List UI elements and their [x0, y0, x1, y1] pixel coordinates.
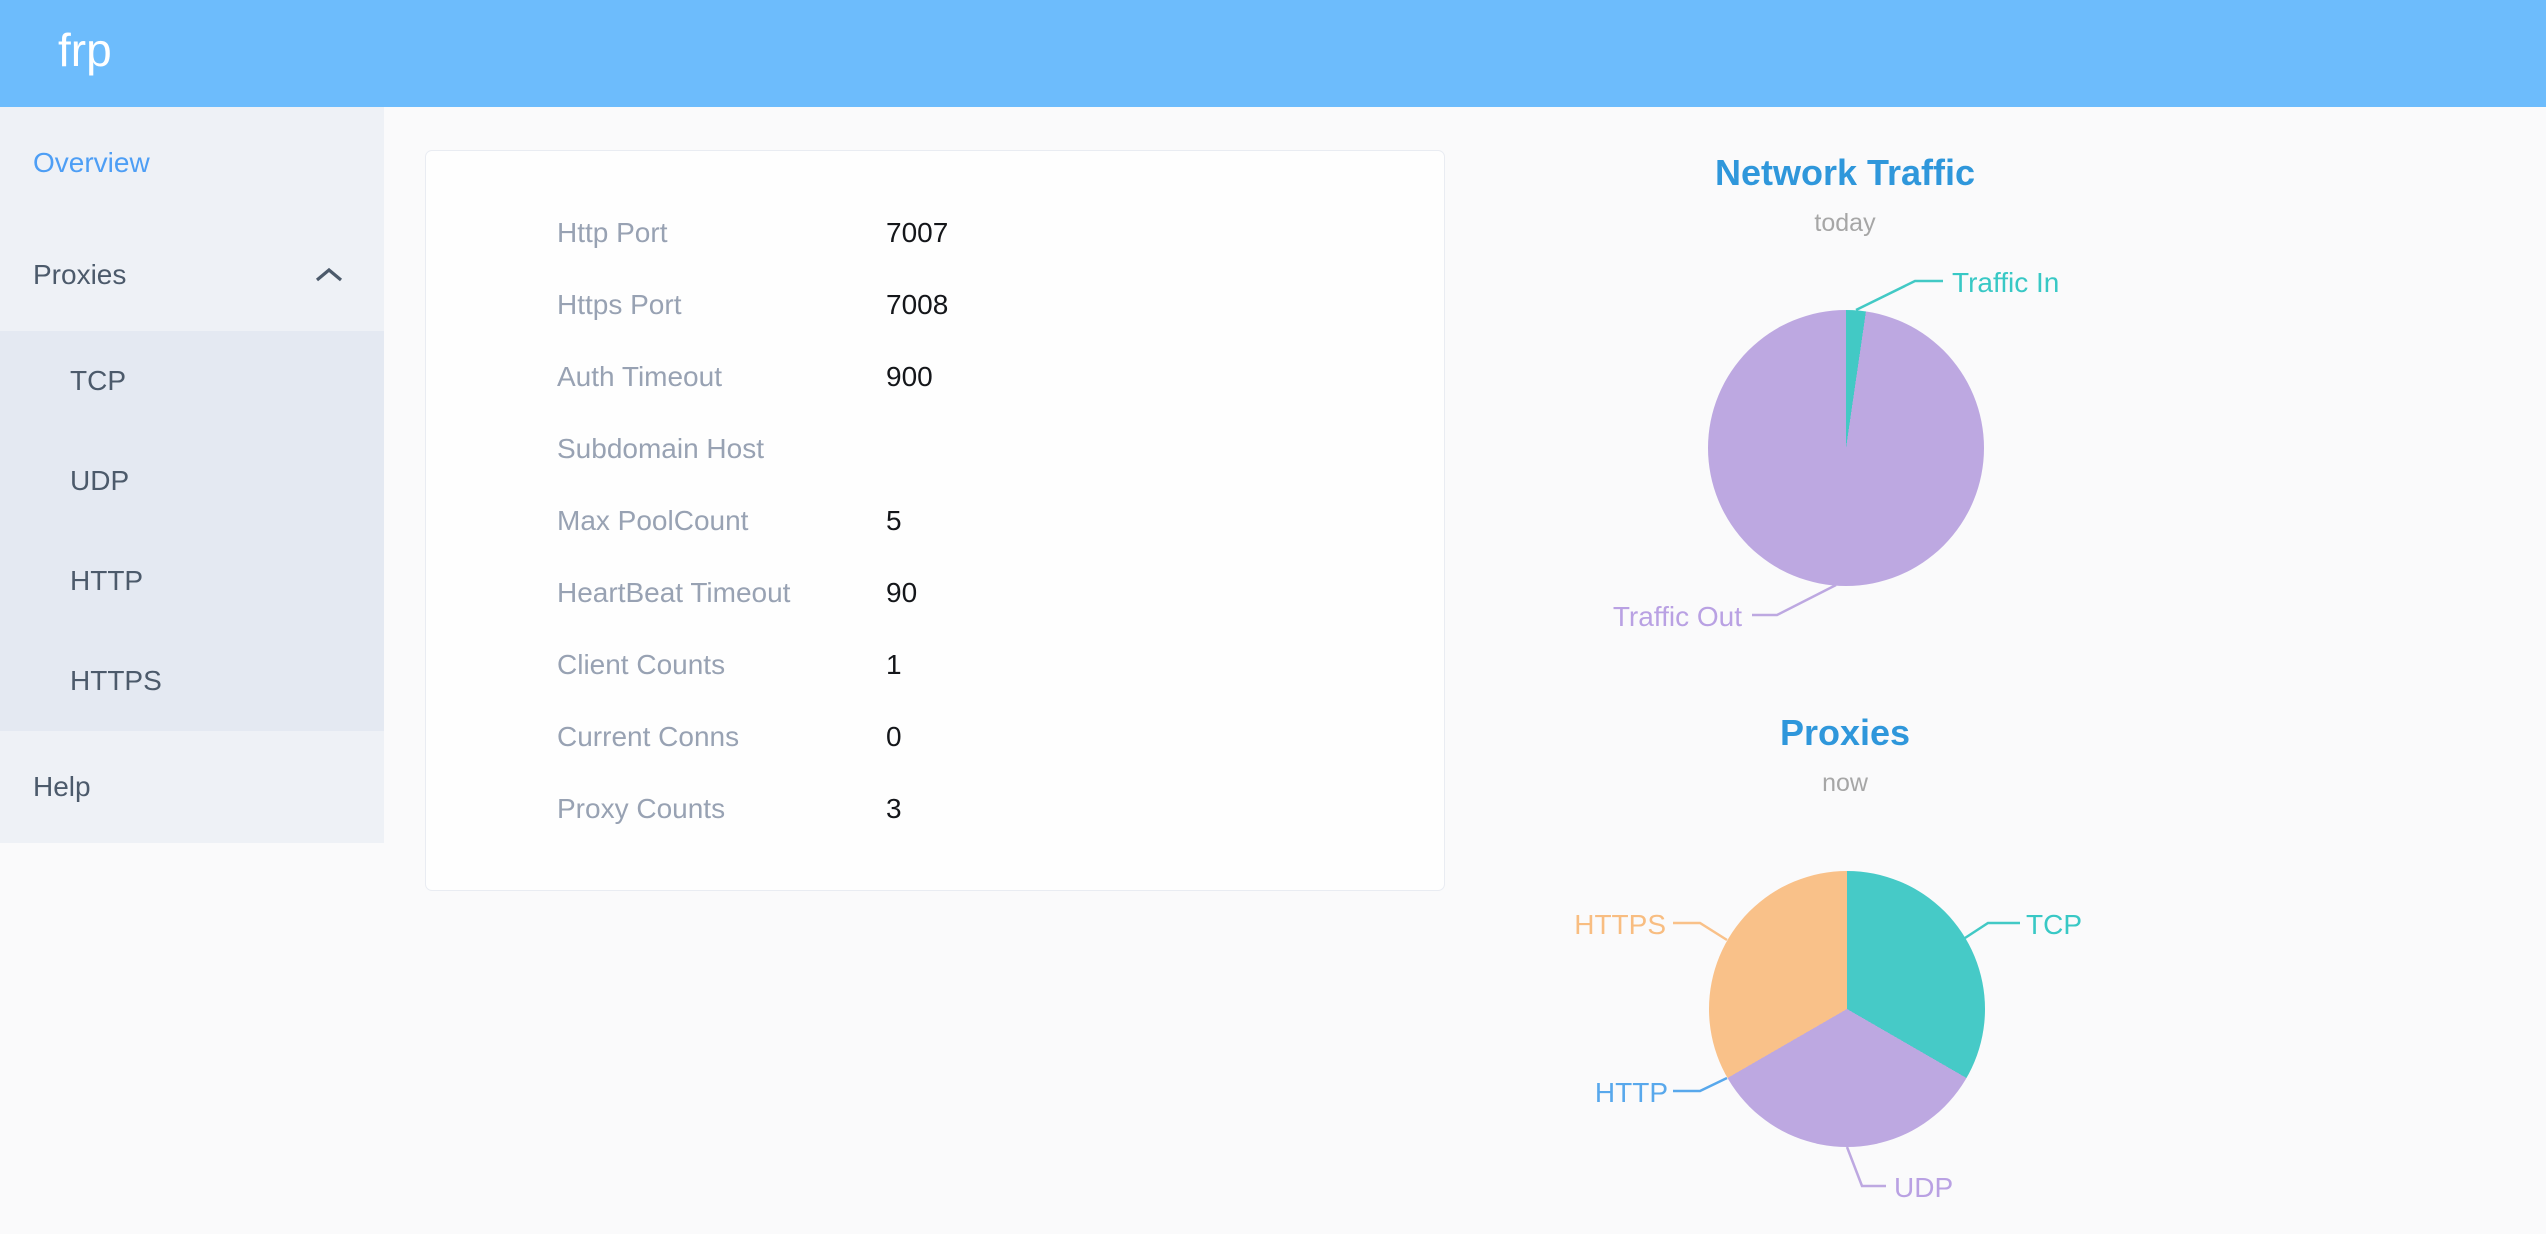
info-row-https-port: Https Port 7008: [426, 269, 1444, 341]
proxies-pie[interactable]: [1709, 871, 1985, 1147]
slice-label-udp: UDP: [1894, 1172, 1954, 1203]
chart-subtitle: today: [1814, 209, 1876, 237]
info-row-http-port: Http Port 7007: [426, 197, 1444, 269]
info-label: Proxy Counts: [557, 793, 726, 824]
sidebar-item-overview[interactable]: Overview: [0, 107, 384, 219]
sidebar-item-label: UDP: [70, 465, 130, 496]
server-info-card: Http Port 7007 Https Port 7008 Auth Time…: [425, 150, 1445, 891]
slice-label-http: HTTP: [1594, 1077, 1668, 1108]
sidebar-item-label: TCP: [70, 365, 126, 396]
sidebar-bottom-menu: Help: [0, 731, 384, 843]
slice-label-traffic-in: Traffic In: [1952, 267, 2060, 298]
chart-title: Network Traffic: [1714, 152, 1976, 193]
info-row-proxy-counts: Proxy Counts 3: [426, 773, 1444, 845]
sidebar-item-label: Proxies: [33, 259, 127, 290]
info-label: Https Port: [557, 289, 682, 320]
chevron-up-icon: [314, 266, 344, 284]
sidebar-item-udp[interactable]: UDP: [0, 431, 384, 531]
info-value: 1: [886, 649, 902, 680]
info-value: 7008: [886, 289, 949, 320]
sidebar-item-https[interactable]: HTTPS: [0, 631, 384, 731]
http-leader-line: [1673, 1076, 1728, 1093]
sidebar-item-label: HTTPS: [70, 665, 162, 696]
info-row-max-poolcount: Max PoolCount 5: [426, 485, 1444, 557]
sidebar: Overview Proxies TCP UDP HTTP HTTPS: [0, 107, 384, 843]
info-value: 0: [886, 721, 902, 752]
sidebar-item-http[interactable]: HTTP: [0, 531, 384, 631]
network-traffic-chart: Network Traffic today Traffic In Traffic…: [1495, 140, 2195, 680]
sidebar-item-label: Help: [33, 771, 91, 802]
tcp-leader-line: [1964, 921, 2020, 940]
info-row-auth-timeout: Auth Timeout 900: [426, 341, 1444, 413]
slice-label-https: HTTPS: [1574, 909, 1666, 940]
info-value: 900: [886, 361, 933, 392]
info-label: Current Conns: [557, 721, 740, 752]
info-value: 7007: [886, 217, 949, 248]
udp-leader-line: [1845, 1146, 1886, 1188]
info-label: HeartBeat Timeout: [557, 577, 791, 608]
sidebar-item-label: Overview: [33, 147, 150, 178]
info-value: 3: [886, 793, 902, 824]
proxies-chart: Proxies now TCP HTTPS HTTP UDP: [1495, 700, 2195, 1234]
sidebar-item-label: HTTP: [70, 565, 144, 596]
sidebar-item-proxies[interactable]: Proxies: [0, 219, 384, 331]
slice-label-tcp: TCP: [2026, 909, 2082, 940]
info-row-subdomain-host: Subdomain Host: [426, 413, 1444, 485]
main-content: Http Port 7007 Https Port 7008 Auth Time…: [384, 107, 2546, 1234]
slice-label-traffic-out: Traffic Out: [1612, 601, 1742, 632]
info-label: Max PoolCount: [557, 505, 749, 536]
info-label: Auth Timeout: [557, 361, 722, 392]
sidebar-item-tcp[interactable]: TCP: [0, 331, 384, 431]
sidebar-item-help[interactable]: Help: [0, 731, 384, 843]
app-logo: frp: [58, 24, 112, 76]
traffic-pie[interactable]: [1708, 310, 1984, 586]
info-value: 5: [886, 505, 902, 536]
traffic-out-leader-line: [1752, 583, 1837, 617]
info-row-heartbeat-timeout: HeartBeat Timeout 90: [426, 557, 1444, 629]
traffic-in-leader-line: [1855, 279, 1943, 312]
app-header: frp: [0, 0, 2546, 107]
info-row-current-conns: Current Conns 0: [426, 701, 1444, 773]
info-label: Http Port: [557, 217, 668, 248]
info-label: Client Counts: [557, 649, 726, 680]
info-label: Subdomain Host: [557, 433, 765, 464]
chart-subtitle: now: [1822, 769, 1868, 797]
info-value: 90: [886, 577, 918, 608]
https-leader-line: [1673, 921, 1728, 942]
info-row-client-counts: Client Counts 1: [426, 629, 1444, 701]
sidebar-top-menu: Overview Proxies: [0, 107, 384, 331]
proxies-submenu: TCP UDP HTTP HTTPS: [0, 331, 384, 731]
chart-title: Proxies: [1779, 712, 1911, 753]
